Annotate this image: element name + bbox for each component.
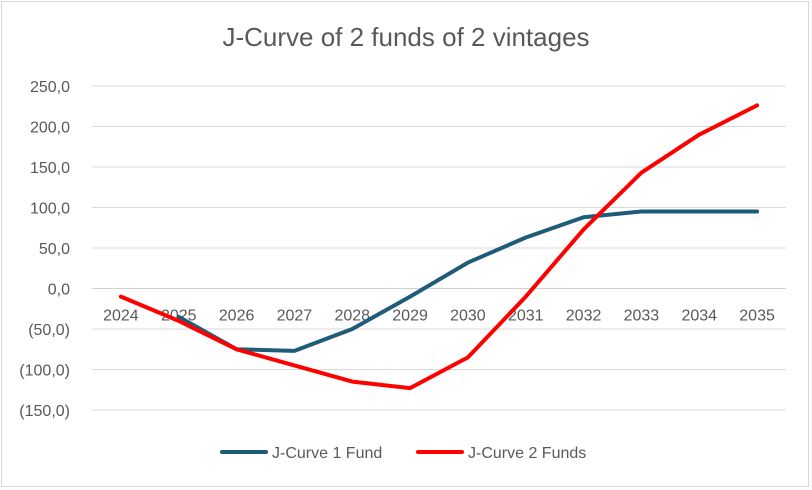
series-line-2 xyxy=(118,103,760,391)
series-line-1 xyxy=(176,209,760,353)
gridlines xyxy=(92,85,786,411)
x-tick-label: 2029 xyxy=(392,308,428,325)
y-tick-label: 250,0 xyxy=(30,79,70,96)
x-tick-label: 2024 xyxy=(103,308,139,325)
x-tick-label: 2035 xyxy=(739,308,775,325)
x-tick-label: 2032 xyxy=(566,308,602,325)
x-tick-label: 2027 xyxy=(277,308,313,325)
series-lines xyxy=(118,103,760,391)
x-axis-tick-labels: 2024 2025 2026 2027 2028 2029 2030 2031 2032 2033… xyxy=(103,308,775,325)
x-tick-label: 2028 xyxy=(334,308,370,325)
legend: J-Curve 1 Fund J-Curve 2 Funds xyxy=(220,445,586,462)
legend-label: J-Curve 1 Fund xyxy=(272,445,382,462)
x-tick-label: 2034 xyxy=(681,308,717,325)
x-tick-label: 2030 xyxy=(450,308,486,325)
x-tick-label: 2031 xyxy=(508,308,544,325)
y-tick-label: 150,0 xyxy=(30,160,70,177)
y-tick-label: (50,0) xyxy=(28,322,70,339)
y-tick-label: 100,0 xyxy=(30,201,70,218)
y-tick-label: (150,0) xyxy=(19,403,70,420)
y-tick-label: (100,0) xyxy=(19,363,70,380)
y-axis-tick-labels: 250,0 200,0 150,0 100,0 50,0 0,0 (50,0) (100,0)… xyxy=(19,79,70,420)
y-tick-label: 50,0 xyxy=(39,241,70,258)
chart-title: J-Curve of 2 funds of 2 vintages xyxy=(222,22,590,52)
y-tick-label: 200,0 xyxy=(30,120,70,137)
y-tick-label: 0,0 xyxy=(48,282,70,299)
x-tick-label: 2026 xyxy=(219,308,255,325)
legend-label: J-Curve 2 Funds xyxy=(468,445,586,462)
x-tick-label: 2033 xyxy=(624,308,660,325)
